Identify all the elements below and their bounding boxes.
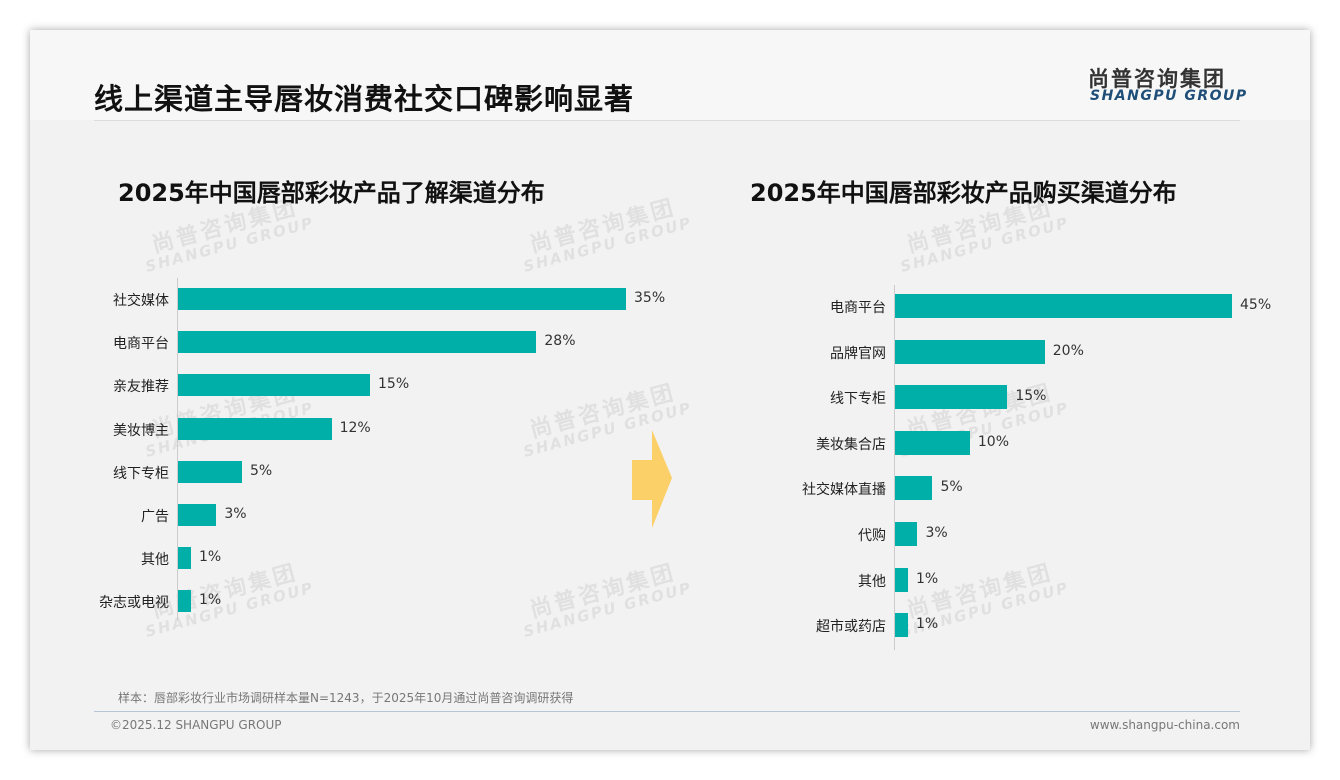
value-label: 15% bbox=[1015, 388, 1047, 405]
bar bbox=[895, 385, 1008, 410]
bar bbox=[178, 460, 242, 483]
bar bbox=[895, 522, 918, 546]
value-label: 5% bbox=[940, 479, 963, 496]
chart-title-right: 2025年中国唇部彩妆产品购买渠道分布 bbox=[750, 179, 1177, 207]
footer-divider bbox=[94, 711, 1240, 712]
header-band bbox=[30, 30, 1310, 120]
bar bbox=[895, 430, 970, 455]
category-label: 代购 bbox=[858, 528, 886, 544]
value-label: 35% bbox=[634, 290, 666, 306]
bar bbox=[178, 547, 191, 570]
category-label: 品牌官网 bbox=[830, 345, 886, 362]
category-label: 线下专柜 bbox=[113, 465, 169, 482]
website: www.shangpu-china.com bbox=[1089, 718, 1240, 732]
bar bbox=[895, 294, 1232, 318]
category-label: 美妆集合店 bbox=[816, 436, 886, 453]
bar bbox=[178, 288, 626, 310]
value-label: 3% bbox=[224, 506, 247, 522]
y-axis-line bbox=[894, 285, 895, 650]
header-divider bbox=[94, 120, 1240, 121]
category-label: 社交媒体直播 bbox=[802, 482, 886, 499]
copyright: ©2025.12 SHANGPU GROUP bbox=[110, 718, 282, 732]
bar bbox=[178, 417, 332, 440]
bar bbox=[895, 476, 933, 501]
category-label: 亲友推荐 bbox=[113, 379, 169, 396]
value-label: 1% bbox=[916, 570, 939, 587]
logo-en: SHANGPU GROUP bbox=[1090, 88, 1248, 104]
value-label: 1% bbox=[916, 616, 939, 633]
value-label: 1% bbox=[199, 549, 222, 566]
value-label: 15% bbox=[378, 376, 410, 393]
logo-cn: 尚普咨询集团 bbox=[1088, 67, 1226, 91]
bar bbox=[178, 374, 370, 397]
value-label: 3% bbox=[925, 525, 948, 541]
value-label: 12% bbox=[339, 419, 371, 436]
category-label: 超市或药店 bbox=[816, 619, 886, 636]
value-label: 10% bbox=[977, 433, 1009, 450]
bar bbox=[895, 567, 908, 592]
arrow-right-icon bbox=[632, 430, 672, 528]
category-label: 其他 bbox=[858, 573, 886, 590]
page-title: 线上渠道主导唇妆消费社交口碑影响显著 bbox=[94, 82, 635, 116]
bar bbox=[178, 590, 191, 613]
category-label: 其他 bbox=[141, 552, 169, 569]
value-label: 28% bbox=[544, 333, 576, 350]
y-axis-line bbox=[177, 278, 178, 620]
category-label: 杂志或电视 bbox=[99, 595, 169, 612]
value-label: 5% bbox=[250, 462, 273, 479]
category-label: 电商平台 bbox=[830, 300, 886, 316]
bar bbox=[178, 331, 537, 354]
value-label: 1% bbox=[199, 592, 222, 609]
bar bbox=[178, 504, 217, 526]
category-label: 线下专柜 bbox=[830, 391, 886, 408]
category-label: 电商平台 bbox=[113, 336, 169, 353]
value-label: 45% bbox=[1240, 297, 1272, 313]
bar bbox=[895, 339, 1045, 364]
category-label: 广告 bbox=[141, 509, 169, 525]
value-label: 20% bbox=[1052, 342, 1084, 359]
category-label: 美妆博主 bbox=[113, 422, 169, 439]
chart-title-left: 2025年中国唇部彩妆产品了解渠道分布 bbox=[118, 179, 545, 207]
bar bbox=[895, 613, 908, 638]
category-label: 社交媒体 bbox=[113, 293, 169, 309]
watermark: 尚普咨询集团 SHANGPU GROUP bbox=[516, 558, 694, 641]
sample-note: 样本：唇部彩妆行业市场调研样本量N=1243，于2025年10月通过尚普咨询调研… bbox=[118, 691, 574, 705]
slide: 线上渠道主导唇妆消费社交口碑影响显著 尚普咨询集团 SHANGPU GROUP … bbox=[30, 30, 1310, 750]
